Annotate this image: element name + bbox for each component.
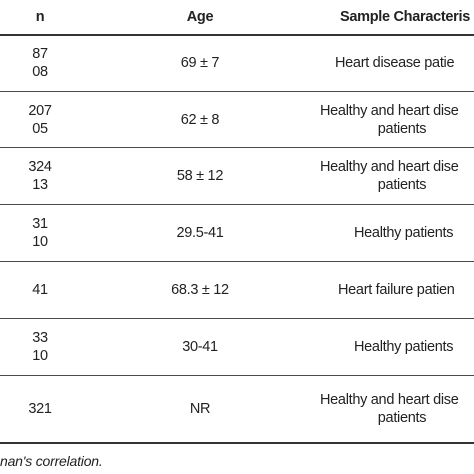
row-divider [0,318,474,319]
row-3-n: 324 13 [28,159,52,193]
row-6-n: 33 10 [32,330,48,364]
row-2-age: 62 ± 8 [180,111,220,128]
row-4-n: 31 10 [32,216,48,250]
row-7-n: 321 [28,401,52,417]
row-5-n: 41 [32,282,48,298]
header-rule [0,34,474,36]
header-sample-characteristics: Sample Characteris [340,9,470,25]
row-2-sample: Healthy and heart dise patients [320,102,459,137]
row-divider [0,261,474,262]
row-1-sample: Heart disease patie [335,55,455,71]
row-divider [0,375,474,376]
row-5-age: 68.3 ± 12 [171,282,229,298]
header-age: Age [186,9,214,25]
row-divider [0,91,474,92]
row-6-sample: Healthy patients [354,339,454,355]
row-1-age: 69 ± 7 [180,55,220,71]
row-divider [0,147,474,148]
row-1-n: 87 08 [32,46,48,80]
row-divider [0,204,474,205]
row-4-age: 29.5-41 [176,225,224,241]
row-6-age: 30-41 [182,339,218,355]
table-footnote: nan's correlation. [0,453,103,469]
row-3-sample: Healthy and heart dise patients [320,159,459,193]
row-7-sample: Healthy and heart dise patients [320,392,459,426]
bottom-rule [0,442,474,444]
row-7-age: NR [189,401,211,417]
header-n: n [35,9,45,25]
row-5-sample: Heart failure patien [338,282,455,298]
row-3-age: 58 ± 12 [176,168,224,184]
row-4-sample: Healthy patients [354,225,454,241]
row-2-n: 207 05 [28,102,52,137]
